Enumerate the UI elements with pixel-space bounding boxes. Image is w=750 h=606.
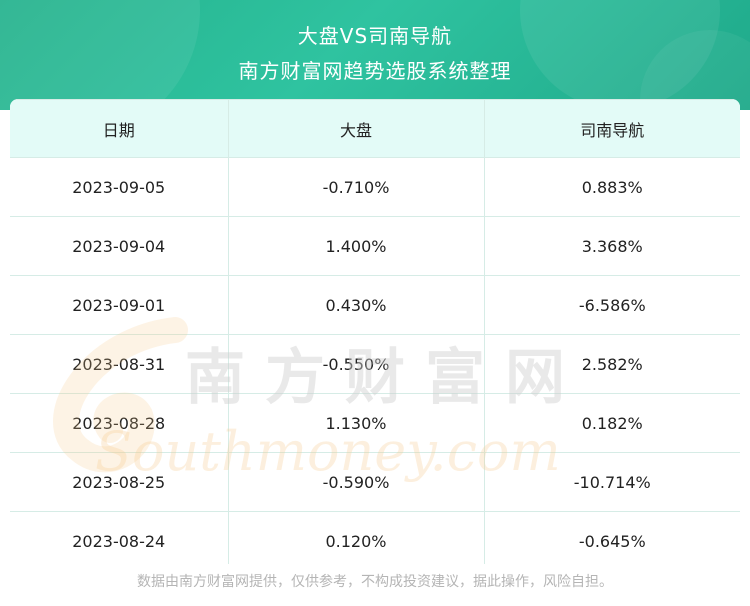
stock-change-cell: -0.645% [483,511,740,564]
table-header-row: 日期 大盘 司南导航 [10,99,740,158]
stock-change-cell: -6.586% [483,275,740,335]
stock-change-cell: -10.714% [483,452,740,512]
table-row: 2023-08-24 0.120% -0.645% [10,511,740,564]
comparison-table-card: 日期 大盘 司南导航 2023-09-05 -0.710% 0.883% 202… [10,99,740,564]
page-title: 大盘VS司南导航 [297,24,453,48]
date-cell: 2023-09-01 [10,275,229,335]
table-row: 2023-08-31 -0.550% 2.582% [10,334,740,394]
stock-change-cell: 0.883% [483,157,740,217]
date-cell: 2023-08-28 [10,393,229,453]
date-cell: 2023-08-25 [10,452,229,512]
header-decoration [0,0,200,110]
market-change-cell: 1.400% [227,216,485,276]
date-cell: 2023-08-31 [10,334,229,394]
date-cell: 2023-09-05 [10,157,229,217]
stock-change-cell: 2.582% [483,334,740,394]
table-row: 2023-08-25 -0.590% -10.714% [10,452,740,512]
table-row: 2023-09-01 0.430% -6.586% [10,275,740,335]
table-row: 2023-09-04 1.400% 3.368% [10,216,740,276]
market-change-cell: -0.590% [227,452,485,512]
column-header-market: 大盘 [227,99,485,158]
date-cell: 2023-09-04 [10,216,229,276]
market-change-cell: -0.710% [227,157,485,217]
table-row: 2023-09-05 -0.710% 0.883% [10,157,740,217]
market-change-cell: 1.130% [227,393,485,453]
stock-change-cell: 3.368% [483,216,740,276]
date-cell: 2023-08-24 [10,511,229,564]
stock-change-cell: 0.182% [483,393,740,453]
table-row: 2023-08-28 1.130% 0.182% [10,393,740,453]
market-change-cell: -0.550% [227,334,485,394]
comparison-table: 日期 大盘 司南导航 2023-09-05 -0.710% 0.883% 202… [10,99,740,564]
disclaimer-footer: 数据由南方财富网提供，仅供参考，不构成投资建议，据此操作，风险自担。 [137,574,613,590]
column-header-stock: 司南导航 [483,99,740,158]
market-change-cell: 0.430% [227,275,485,335]
header-banner: 大盘VS司南导航 南方财富网趋势选股系统整理 [0,0,750,110]
column-header-date: 日期 [10,99,229,158]
page-subtitle: 南方财富网趋势选股系统整理 [238,59,512,83]
market-change-cell: 0.120% [227,511,485,564]
